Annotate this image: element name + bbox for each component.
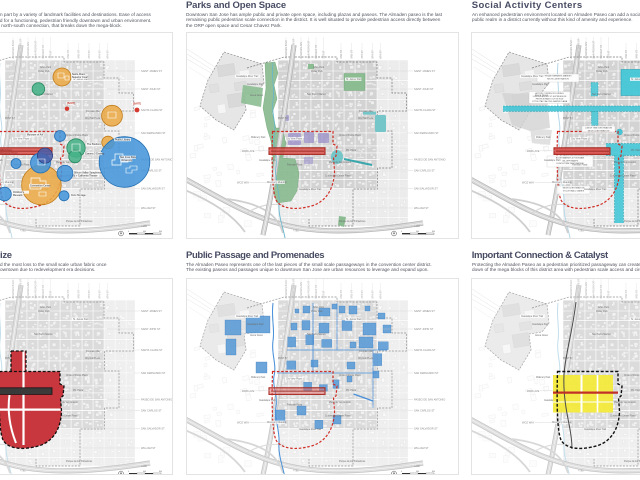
svg-text:Superior Court: Superior Court [72,76,88,79]
svg-text:Museum: Museum [13,195,22,197]
svg-text:LUNCH TIME DESTINATION: LUNCH TIME DESTINATION [585,127,613,130]
svg-text:University: University [121,159,133,162]
svg-text:[BART]: [BART] [67,102,75,105]
svg-text:LITTLE ITALY ALONG SANTA CLARA: LITTLE ITALY ALONG SANTA CLARA [532,100,568,103]
svg-text:VOLLEYBALL GAMES: VOLLEYBALL GAMES [563,189,585,192]
svg-text:PEOPLE HANG OUT IN SUN: PEOPLE HANG OUT IN SUN [536,98,564,101]
svg-text:Museum of Art: Museum of Art [27,134,43,137]
svg-text:MICRO-DESTINATION: MICRO-DESTINATION [563,187,585,190]
svg-text:ON-OFF RAMPS: ON-OFF RAMPS [562,159,579,162]
svg-text:San Jose State: San Jose State [120,156,137,159]
svg-text:[BART]: [BART] [133,103,141,106]
svg-text:MICRO-DESTINATION: MICRO-DESTINATION [547,77,569,80]
svg-text:FRIDAY FARMERS MARKET: FRIDAY FARMERS MARKET [544,75,572,78]
svg-text:+ California Theater: + California Theater [76,175,98,178]
svg-text:Silicon Valley Symphony: Silicon Valley Symphony [74,173,102,175]
svg-text:LUNCH TIME DESTINATION: LUNCH TIME DESTINATION [556,162,584,165]
svg-text:Camera 3 Cinema: Camera 3 Cinema [85,154,105,156]
svg-text:Children's: Children's [13,192,25,194]
svg-text:MACLA Teatro: MACLA Teatro [0,149,12,152]
svg-text:BOOK MARKET & FOUNTAIN: BOOK MARKET & FOUNTAIN [556,157,585,160]
svg-text:Montgomery Theater: Montgomery Theater [0,152,18,155]
svg-text:MICRO-DESTINATION: MICRO-DESTINATION [588,129,610,132]
svg-text:Public Library: Public Library [115,140,131,142]
svg-text:The Pavilion: The Pavilion [87,144,101,146]
svg-text:Convention Center: Convention Center [30,185,51,188]
svg-text:Civic Storage: Civic Storage [71,194,86,197]
svg-text:Santa Clara: Santa Clara [72,73,85,76]
svg-text:LUNCH/LADDER ST EXPRESSION: LUNCH/LADDER ST EXPRESSION [533,95,567,98]
svg-text:ACTIVE CORRIDOR DURING: ACTIVE CORRIDOR DURING [535,92,564,95]
